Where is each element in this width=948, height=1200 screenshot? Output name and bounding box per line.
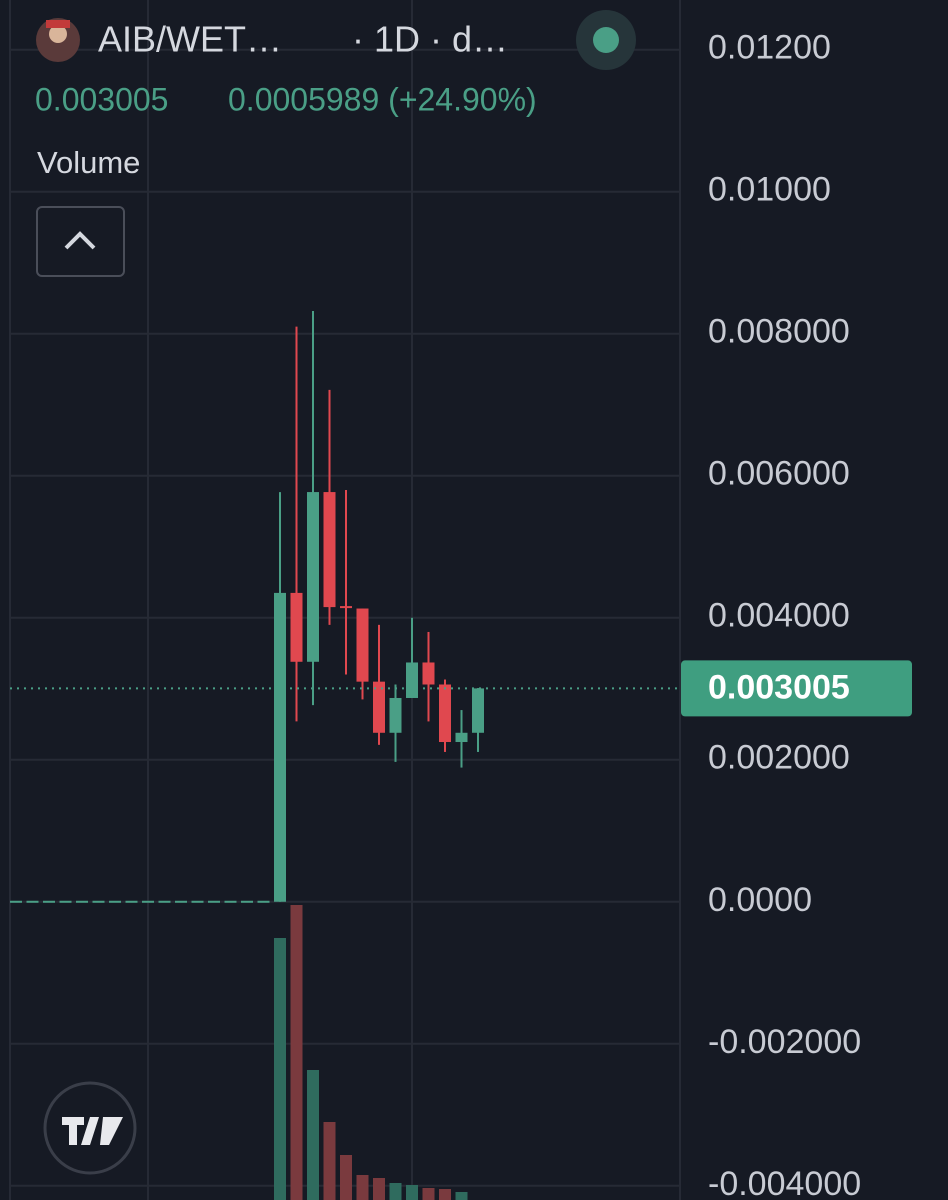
body (340, 606, 352, 609)
price-change: 0.0005989 (+24.90%) (228, 81, 537, 117)
body (224, 900, 237, 903)
body (323, 492, 336, 608)
y-tick-label: 0.0000 (708, 881, 812, 919)
body (142, 900, 154, 903)
volume-bar (439, 1189, 451, 1200)
body (406, 662, 418, 698)
volume-bar (455, 1192, 468, 1200)
body (455, 732, 468, 743)
body (76, 900, 88, 903)
body (109, 900, 121, 903)
avatar-hat (46, 20, 70, 28)
body (191, 900, 204, 903)
interval: · 1D · d… (352, 19, 508, 60)
body (158, 900, 171, 903)
body (125, 900, 138, 903)
logo (62, 1117, 123, 1145)
body (274, 592, 286, 902)
body (373, 681, 385, 733)
grid (10, 48, 680, 1187)
volume-bar (356, 1175, 369, 1200)
chevron-up (64, 231, 96, 250)
body (92, 900, 105, 903)
body (307, 492, 319, 662)
volume-bar (422, 1188, 435, 1200)
y-tick-label: 0.002000 (708, 739, 850, 777)
volume-bar (307, 1070, 319, 1200)
volume-bar (373, 1178, 385, 1200)
last-price-badge (681, 660, 912, 717)
body (422, 662, 435, 685)
body (472, 688, 484, 733)
y-tick-label: 0.004000 (708, 597, 850, 635)
body (10, 900, 22, 903)
y-tick-label: -0.002000 (708, 1023, 861, 1061)
price-axis: 0.01200 0.01000 0.008000 0.006000 0.004000 0.… (10, 29, 912, 1200)
status-dot (593, 27, 619, 53)
body (208, 900, 220, 903)
volume-bar (323, 1122, 336, 1200)
volume-bar (290, 905, 303, 1200)
volume-bar (406, 1185, 418, 1200)
body (290, 592, 303, 662)
last-price-label: 0.003005 (708, 668, 850, 706)
body (241, 900, 253, 903)
y-tick-label: 0.008000 (708, 313, 850, 351)
y-tick-label: 0.01000 (708, 171, 831, 209)
volume-bar (389, 1183, 402, 1200)
symbol-title: AIB/WET… (98, 19, 282, 60)
volume-bar (340, 1155, 352, 1200)
last-price: 0.003005 (35, 81, 168, 117)
body (439, 684, 451, 743)
y-tick-label: 0.01200 (708, 29, 831, 67)
body (356, 608, 369, 682)
body (389, 697, 402, 733)
body (43, 900, 55, 903)
body (59, 900, 72, 903)
body (257, 900, 270, 903)
y-tick-label: -0.004000 (708, 1165, 861, 1200)
volume-bar (274, 938, 286, 1200)
volume-pane (274, 905, 468, 1200)
candles (10, 311, 484, 903)
collapse-button[interactable] (36, 206, 125, 277)
avatar-face (49, 25, 67, 43)
y-tick-label: 0.006000 (708, 455, 850, 493)
body (175, 900, 187, 903)
volume-label: Volume (37, 145, 140, 180)
body (26, 900, 39, 903)
